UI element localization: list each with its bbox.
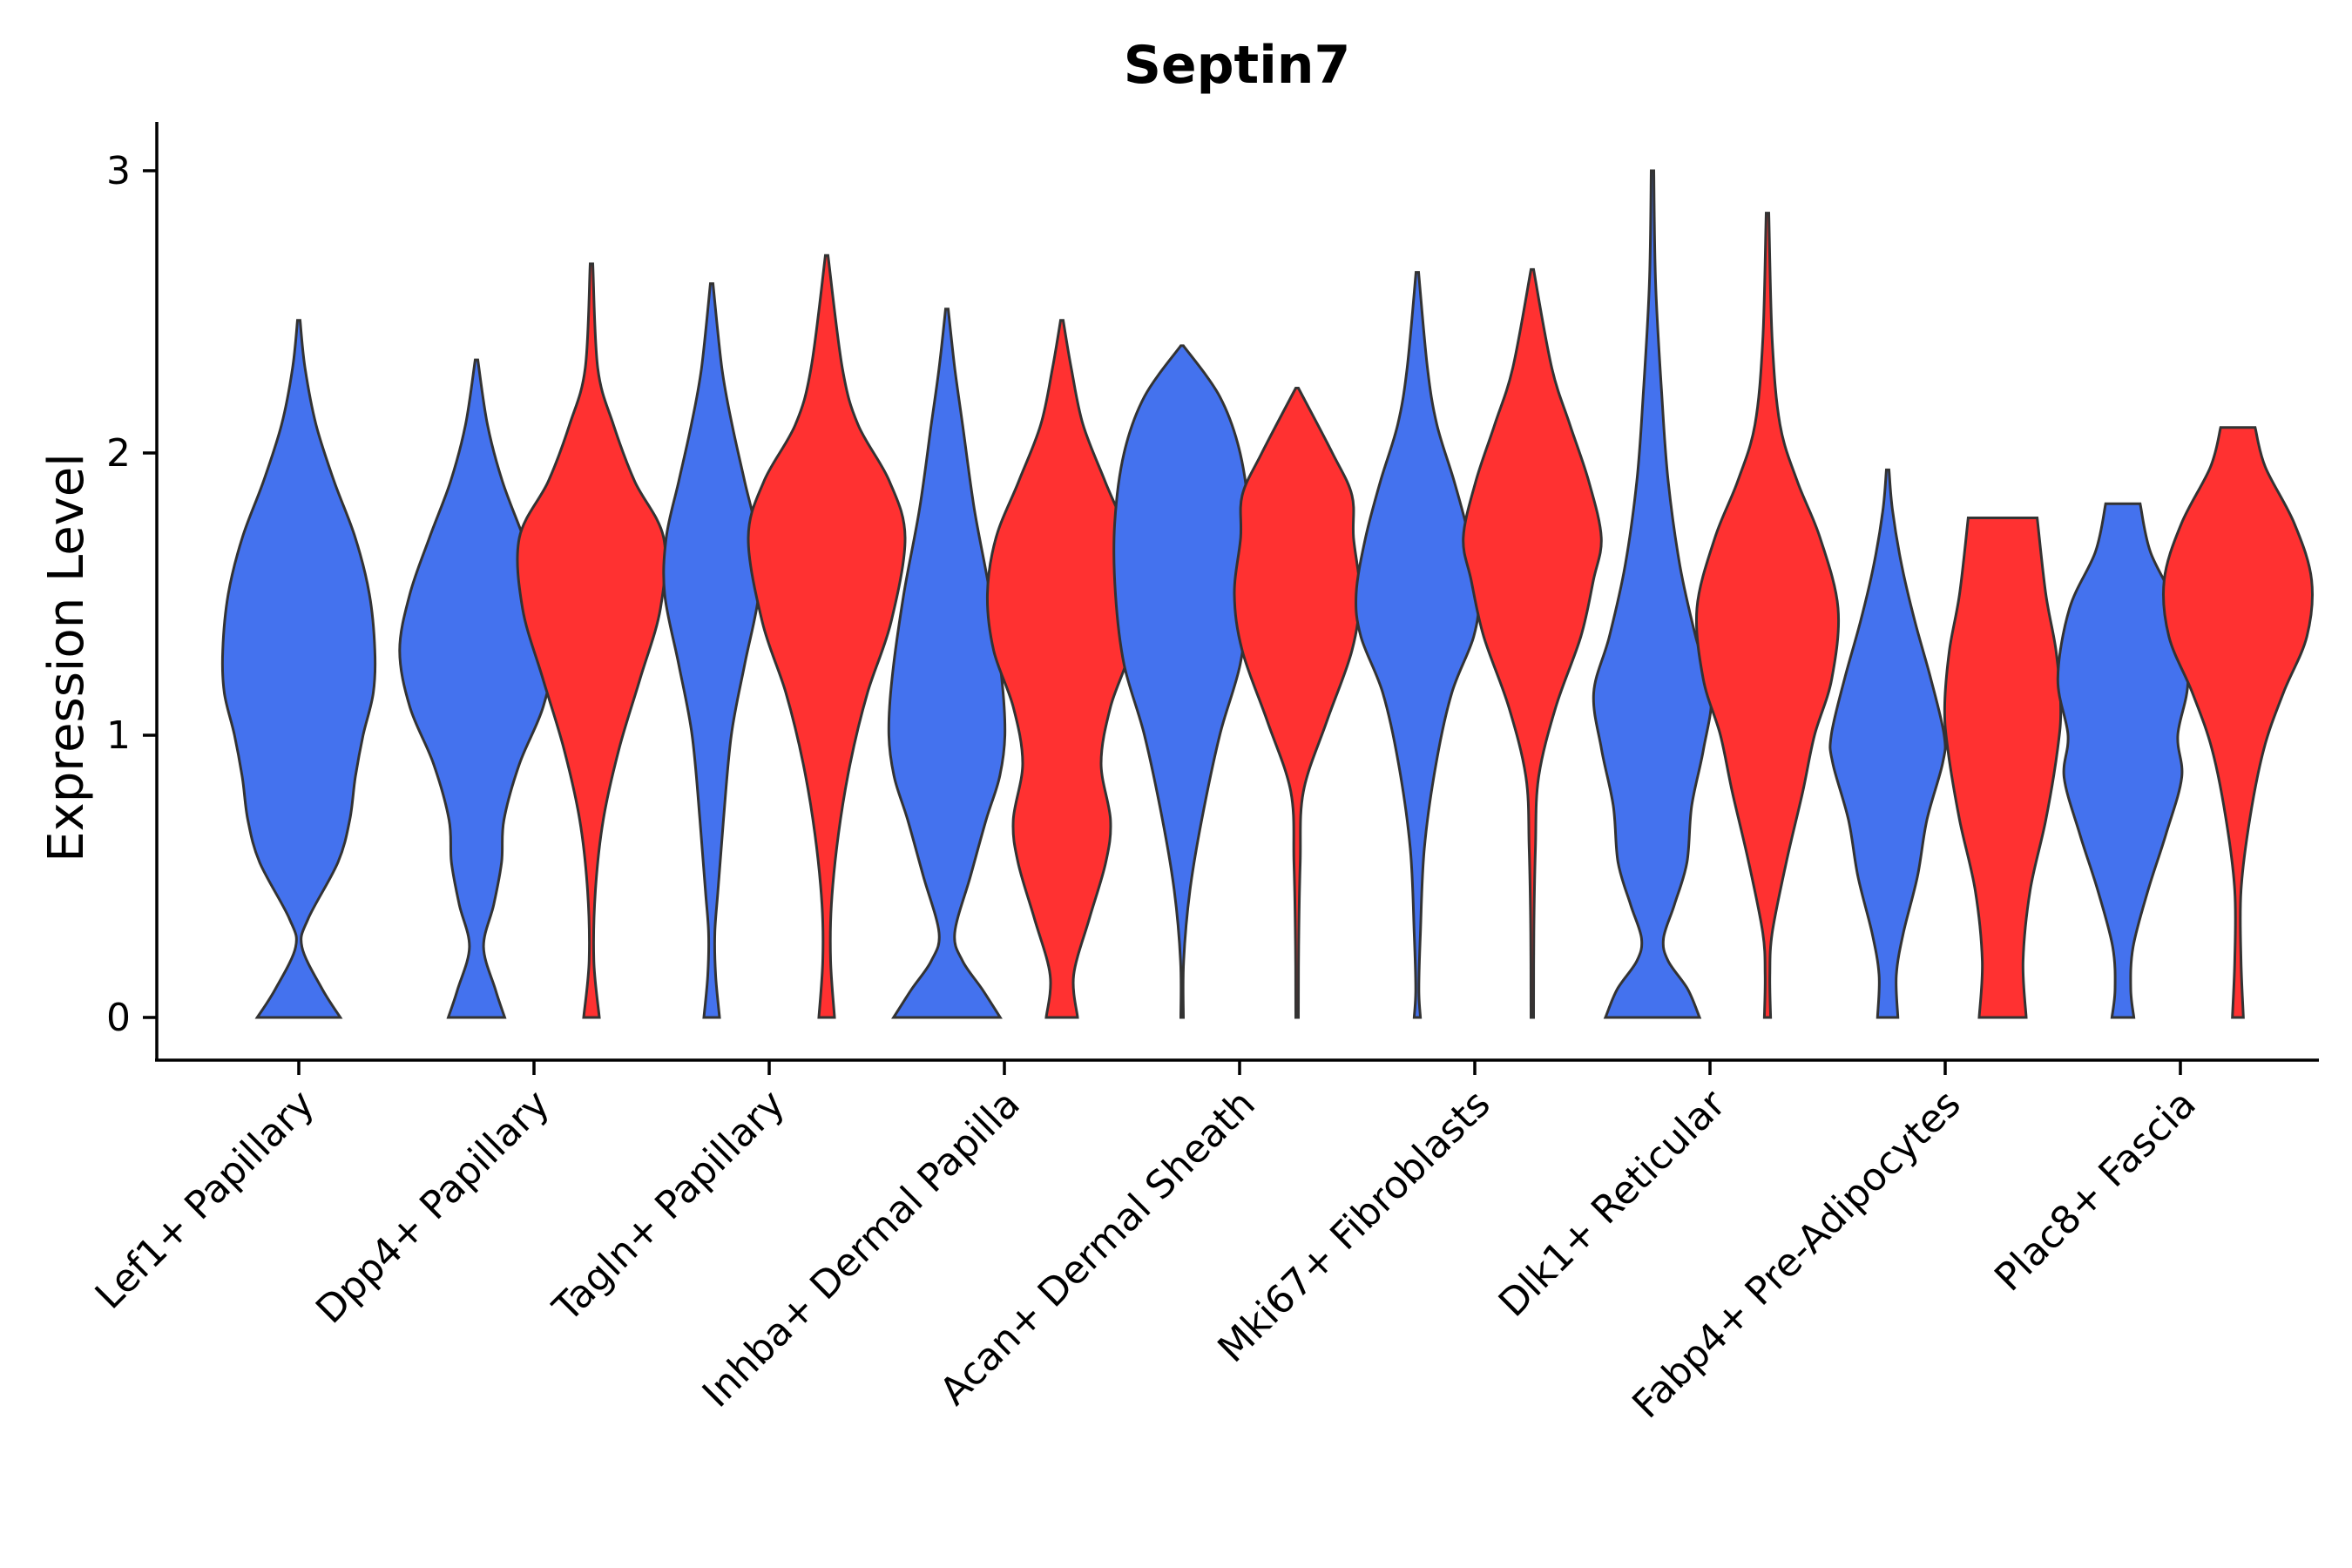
- violin-blue: [1355, 271, 1480, 1019]
- axes: [155, 122, 2319, 1062]
- violin-red: [1462, 267, 1603, 1019]
- category-label: Mki67+ Fibroblasts: [1209, 1082, 1498, 1371]
- violin-blue: [220, 319, 377, 1019]
- violin-red: [1233, 387, 1362, 1019]
- category-label: Tagln+ Papillary: [544, 1082, 794, 1331]
- violin-blue: [1592, 169, 1713, 1019]
- violin-blue: [887, 308, 1007, 1019]
- category-label: Lef1+ Papillary: [87, 1082, 323, 1318]
- y-ticks: 0 1 2 3: [106, 149, 157, 1040]
- y-tick-label: 3: [106, 149, 131, 193]
- chart-title: Septin7: [1124, 35, 1351, 96]
- category-label: Dlk1+ Reticular: [1490, 1081, 1735, 1326]
- violin-blue: [1112, 344, 1252, 1019]
- violin-blue: [2056, 502, 2190, 1019]
- violin-blue: [1828, 468, 1947, 1019]
- y-tick-label: 0: [106, 996, 131, 1040]
- y-tick-label: 1: [106, 713, 131, 758]
- violin-layer: [220, 169, 2315, 1019]
- violin-blue: [398, 358, 555, 1019]
- violin-red: [516, 262, 667, 1019]
- y-axis-label: Expression Level: [38, 453, 95, 862]
- violin-blue: [662, 282, 761, 1019]
- y-tick-label: 2: [106, 431, 131, 476]
- category-label: Dpp4+ Papillary: [308, 1082, 558, 1333]
- violin-red: [747, 253, 907, 1019]
- violin-red: [1694, 212, 1841, 1019]
- violin-red: [985, 319, 1139, 1019]
- category-label: Plac8+ Fascia: [1986, 1082, 2205, 1301]
- violin-red: [1943, 517, 2063, 1019]
- violin-red: [2161, 426, 2315, 1019]
